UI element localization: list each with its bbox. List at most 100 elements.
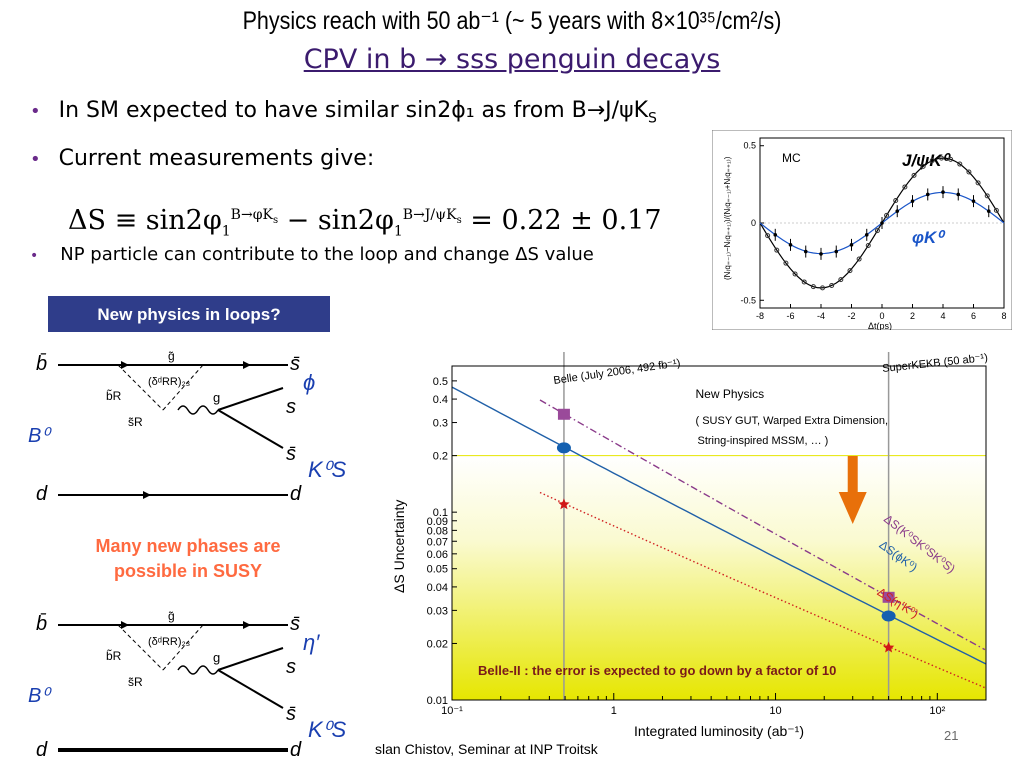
- bullet-2: • Current measurements give:: [30, 146, 375, 171]
- mc-point-open: [893, 198, 899, 204]
- mc-xtick: 6: [971, 311, 976, 321]
- svg-text:B⁰: B⁰: [28, 685, 52, 707]
- svg-text:s̄: s̄: [286, 703, 296, 725]
- mc-xtick: 0: [879, 311, 884, 321]
- np-line1: ( SUSY GUT, Warped Extra Dimension,: [695, 415, 888, 427]
- mc-point-filled: [971, 199, 976, 203]
- mc-point-open: [929, 158, 935, 164]
- susy-note-line2: possible in SUSY: [114, 561, 262, 581]
- mc-point-open: [820, 285, 826, 291]
- svg-text:d: d: [36, 739, 48, 761]
- susy-note-line1: Many new phases are: [95, 536, 280, 556]
- svg-text:g: g: [213, 650, 220, 665]
- mc-ytick: 0: [751, 218, 756, 228]
- jpsi-label: J/ψK⁰: [902, 151, 952, 170]
- mc-point-open: [884, 212, 890, 218]
- bullet-dot-icon: •: [30, 101, 41, 122]
- slide-title: Physics reach with 50 ab⁻¹ (~ 5 years wi…: [242, 7, 782, 35]
- marker-star: [558, 498, 570, 510]
- svg-text:(δᵈRR)₂₃: (δᵈRR)₂₃: [148, 376, 190, 388]
- diagram-top: b̄ s̄ g̃ b̃R s̃R (δᵈRR)₂₃ g s s̄ d d ϕ B…: [28, 349, 346, 505]
- y-tick-label: 0.02: [427, 638, 448, 650]
- bullet-dot-icon: •: [30, 149, 41, 170]
- mc-xtick: 4: [940, 311, 945, 321]
- mc-point-open: [948, 156, 954, 162]
- bullet-3: • NP particle can contribute to the loop …: [30, 244, 594, 265]
- mc-point-open: [765, 233, 771, 239]
- mc-point-open: [957, 161, 963, 167]
- marker-square: [557, 408, 570, 420]
- y-tick-label: 0.04: [427, 582, 448, 594]
- mc-point-open: [911, 172, 917, 178]
- svg-text:s̃R: s̃R: [128, 675, 143, 689]
- mc-point-filled: [880, 221, 884, 225]
- mc-point-open: [902, 184, 908, 190]
- y-tick-label: 0.07: [427, 536, 448, 548]
- svg-text:g̃: g̃: [168, 349, 175, 363]
- mc-ytick: 0.5: [743, 141, 756, 151]
- mc-xtick: 8: [1001, 311, 1006, 321]
- mc-xlabel: Δt(ps): [868, 321, 892, 330]
- y-tick-label: 0.4: [433, 394, 448, 406]
- mc-xtick: -4: [817, 311, 825, 321]
- svg-text:g̃: g̃: [168, 609, 175, 623]
- bullet-dot-icon: •: [30, 248, 39, 264]
- marker-circle: [881, 610, 896, 622]
- mc-point-open: [865, 242, 871, 248]
- svg-text:s̄: s̄: [290, 613, 300, 635]
- y-tick-label: 0.08: [427, 525, 448, 537]
- mc-point-open: [975, 180, 981, 186]
- svg-text:ϕ: ϕ: [303, 370, 315, 395]
- page-number: 21: [944, 728, 959, 743]
- x-tick-label: 10²: [929, 705, 945, 717]
- x-axis-label: Integrated luminosity (ab⁻¹): [634, 723, 804, 739]
- mc-point-filled: [819, 252, 823, 256]
- mc-point-open: [874, 228, 880, 234]
- mc-asymmetry-plot: MC J/ψK⁰ φK⁰ (N₍q₌₋₁₎−N₍q₌₊₁₎)/(N₍q₌₋₁₎+…: [712, 130, 1012, 330]
- y-tick-label: 0.09: [427, 516, 448, 528]
- mc-point-filled: [773, 233, 778, 237]
- mc-point-open: [810, 284, 816, 290]
- series-curve: [451, 386, 987, 665]
- y-tick-label: 0.05: [427, 564, 448, 576]
- svg-text:B⁰: B⁰: [28, 425, 52, 447]
- mc-point-filled: [849, 243, 854, 247]
- mc-point-filled: [986, 209, 991, 213]
- mc-point-open: [856, 256, 862, 262]
- mc-xtick: -2: [847, 311, 855, 321]
- mc-point-filled: [910, 199, 915, 203]
- down-arrow-icon: [838, 456, 867, 524]
- bullet-1: • In SM expected to have similar sin2ϕ₁ a…: [30, 98, 657, 127]
- mc-point-filled: [864, 233, 869, 237]
- svg-text:g: g: [213, 390, 220, 405]
- marker-square: [882, 591, 895, 603]
- svg-text:K⁰S: K⁰S: [308, 717, 346, 742]
- mc-ylabel: (N₍q₌₋₁₎−N₍q₌₊₁₎)/(N₍q₌₋₁₎+N₍q₌₊₁₎): [723, 156, 732, 280]
- mc-xtick: -8: [756, 311, 764, 321]
- diagram-bottom: b̄ s̄ g̃ b̃R s̃R (δᵈRR)₂₃ g s s̄ d d η′ …: [28, 609, 346, 761]
- banner-bg: [48, 296, 330, 332]
- svg-text:b̃R: b̃R: [106, 648, 122, 663]
- svg-text:(δᵈRR)₂₃: (δᵈRR)₂₃: [148, 636, 190, 648]
- mc-point-filled: [895, 209, 900, 213]
- banner-text: New physics in loops?: [97, 305, 280, 324]
- svg-text:η′: η′: [303, 630, 320, 655]
- svg-text:d: d: [290, 739, 302, 761]
- slide-subtitle: CPV in b → sss penguin decays: [303, 44, 721, 75]
- svg-text:b̃R: b̃R: [106, 388, 122, 403]
- y-tick-label: 0.5: [433, 376, 448, 388]
- formula: ΔS ≡ sin2φ1B→φKs − sin2φ1B→J/ψKs = 0.22 …: [68, 205, 662, 240]
- mc-ticks: -8 -6 -4 -2 0 2 4 6 8 0.5 0 -0.5: [740, 141, 1006, 321]
- marker-circle: [556, 442, 571, 454]
- series-curve: [539, 399, 986, 651]
- y-tick-label: 0.06: [427, 549, 448, 561]
- feynman-diagrams: New physics in loops? b̄ s̄ g̃ b̃R s̃R (…: [28, 296, 346, 761]
- mc-point-open: [847, 268, 853, 274]
- mc-point-open: [801, 279, 807, 285]
- mc-point-filled: [925, 192, 930, 197]
- y-tick-label: 0.03: [427, 605, 448, 617]
- x-tick-label: 10: [769, 705, 781, 717]
- x-tick-label: 1: [611, 705, 617, 717]
- mc-point-open: [829, 282, 835, 288]
- mc-point-filled: [941, 190, 945, 194]
